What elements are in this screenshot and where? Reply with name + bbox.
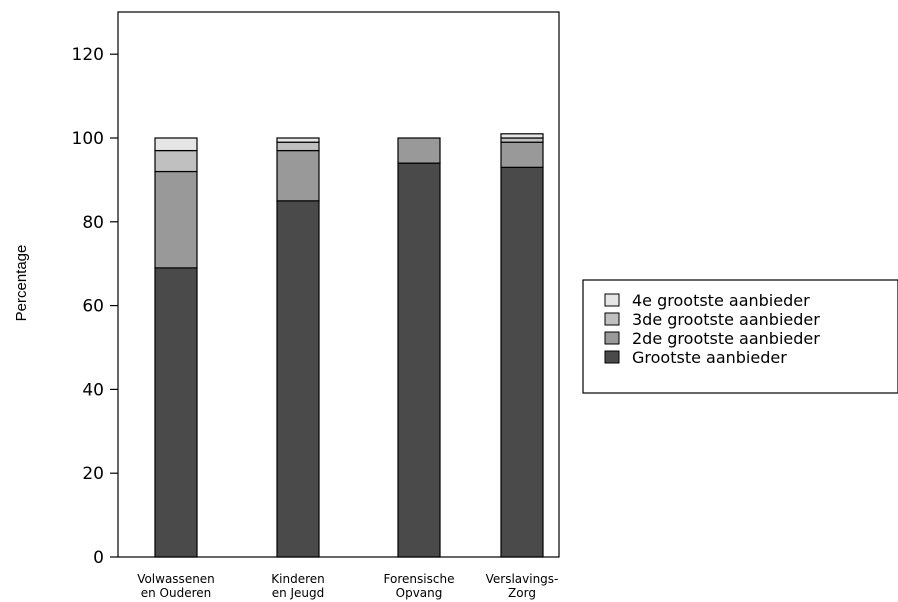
y-tick-label: 20	[82, 464, 104, 484]
x-tick-label: Opvang	[396, 586, 443, 600]
bar-segment	[397, 162, 441, 558]
bar-segment	[500, 166, 544, 558]
bar-segment	[397, 137, 441, 164]
plot-frame	[117, 11, 560, 558]
bar-segment	[500, 141, 544, 168]
bar-segment	[500, 137, 544, 143]
y-tick-label: 80	[82, 213, 104, 233]
legend-swatch	[604, 350, 620, 364]
x-tick-label: Forensische	[384, 572, 455, 586]
legend-swatch	[604, 293, 620, 307]
x-tick-label: en Ouderen	[141, 586, 212, 600]
legend-swatch	[604, 312, 620, 326]
y-tick-label: 100	[72, 129, 104, 149]
y-tick-label: 60	[82, 297, 104, 317]
plot-area	[117, 11, 560, 558]
x-tick-label: Zorg	[508, 586, 536, 600]
legend-label: 3de grootste aanbieder	[632, 310, 820, 329]
bar-segment	[154, 149, 198, 173]
legend-label: 2de grootste aanbieder	[632, 329, 820, 348]
y-axis: 0 20 40 60 80 100 120	[72, 45, 118, 568]
bar-segment	[276, 137, 320, 143]
y-tick-label: 120	[72, 45, 104, 65]
legend-swatch	[604, 331, 620, 345]
bars	[154, 133, 544, 558]
legend-box	[582, 279, 898, 394]
legend-label: 4e grootste aanbieder	[632, 291, 810, 310]
bar-segment	[276, 200, 320, 558]
x-tick-label: Kinderen	[271, 572, 324, 586]
bar-segment	[154, 137, 198, 152]
y-tick-label: 0	[93, 548, 104, 568]
bar-segment	[154, 170, 198, 269]
legend-label: Grootste aanbieder	[632, 348, 787, 367]
bar-segment	[500, 133, 544, 139]
x-tick-label: Verslavings-	[486, 572, 559, 586]
bar-segment	[276, 149, 320, 202]
x-tick-label: en Jeugd	[272, 586, 325, 600]
x-tick-label: Volwassenen	[137, 572, 215, 586]
bar-segment	[276, 141, 320, 152]
bar-segment	[154, 267, 198, 558]
y-tick-label: 40	[82, 380, 104, 400]
y-axis-title: Percentage	[13, 245, 30, 322]
